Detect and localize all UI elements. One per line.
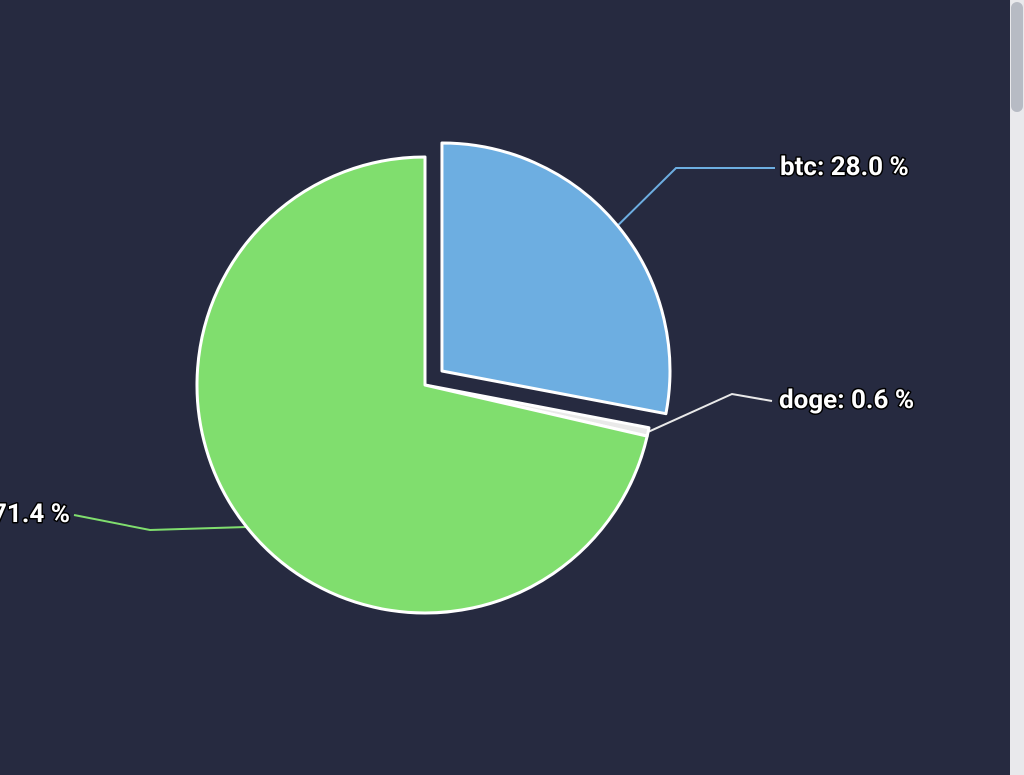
slice-label-btc: btc: 28.0 % bbox=[780, 152, 909, 182]
pie-slice-btc[interactable] bbox=[442, 143, 670, 414]
vertical-scrollbar-thumb[interactable] bbox=[1011, 2, 1023, 112]
slice-label-eth: eth: 71.4 % bbox=[0, 499, 70, 529]
vertical-scrollbar-track[interactable] bbox=[1010, 0, 1024, 775]
leader-line-eth bbox=[74, 515, 247, 530]
slice-label-doge: doge: 0.6 % bbox=[779, 385, 914, 415]
pie-chart-container: btc: 28.0 % doge: 0.6 % eth: 71.4 % bbox=[0, 0, 1024, 775]
leader-line-btc bbox=[618, 168, 775, 226]
crypto-pie-chart: btc: 28.0 % doge: 0.6 % eth: 71.4 % bbox=[0, 0, 1024, 775]
